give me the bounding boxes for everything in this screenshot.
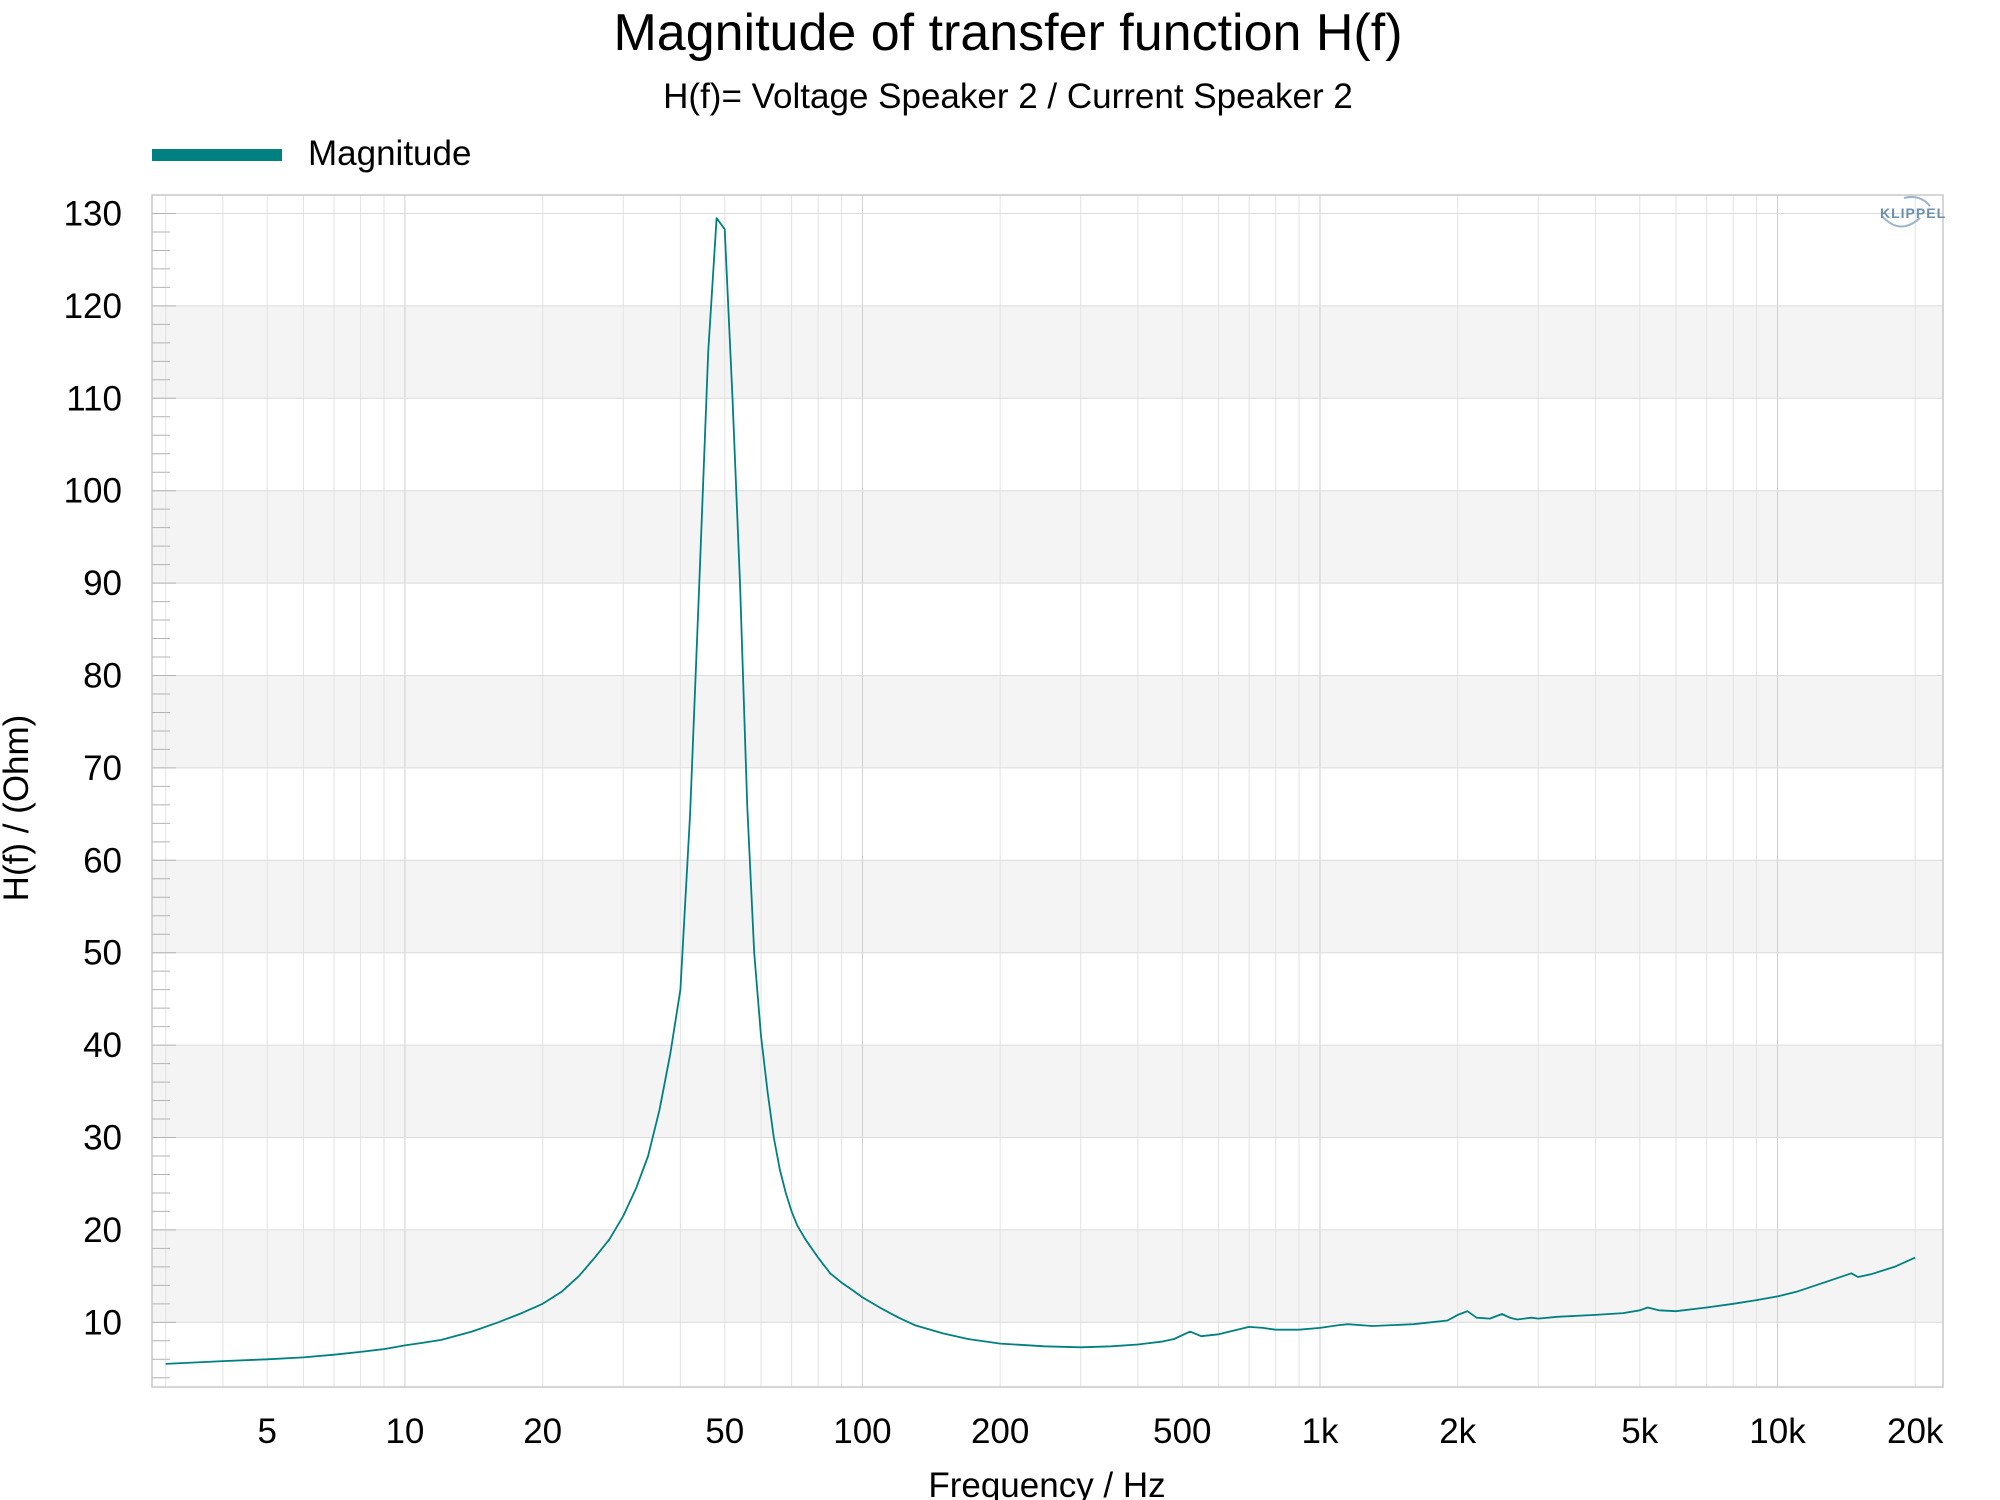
y-tick-label: 130 <box>64 194 122 233</box>
legend: Magnitude <box>152 134 471 173</box>
klippel-logo: KLIPPEL <box>1880 196 1946 228</box>
y-tick-label: 40 <box>83 1026 122 1065</box>
x-tick-label: 5k <box>1621 1412 1658 1451</box>
y-tick-label: 120 <box>64 287 122 326</box>
plot-bands <box>152 305 1943 1323</box>
x-axis-label: Frequency / Hz <box>928 1466 1165 1500</box>
grid-band <box>152 490 1943 584</box>
x-tick-label: 100 <box>833 1412 891 1451</box>
grid-band <box>152 305 1943 399</box>
x-tick-label: 2k <box>1439 1412 1476 1451</box>
y-tick-label: 20 <box>83 1211 122 1250</box>
chart-subtitle: H(f)= Voltage Speaker 2 / Current Speake… <box>663 77 1353 116</box>
y-tick-label: 90 <box>83 564 122 603</box>
series-line-magnitude <box>165 217 1916 1365</box>
grid-band <box>152 860 1943 953</box>
x-tick-label: 50 <box>705 1412 744 1451</box>
legend-swatch <box>152 149 282 161</box>
x-tick-label: 5 <box>257 1412 276 1451</box>
y-tick-label: 10 <box>83 1303 122 1342</box>
y-tick-label: 50 <box>83 934 122 973</box>
plot-frame <box>151 194 1944 1388</box>
x-tick-label: 10k <box>1749 1412 1806 1451</box>
y-tick-label: 80 <box>83 656 122 695</box>
logo-arc-icon <box>1881 215 1921 228</box>
x-tick-label: 20 <box>523 1412 562 1451</box>
y-tick-label: 60 <box>83 841 122 880</box>
y-tick-label: 70 <box>83 749 122 788</box>
legend-label: Magnitude <box>308 134 471 173</box>
x-tick-label: 200 <box>971 1412 1029 1451</box>
chart-title: Magnitude of transfer function H(f) <box>613 4 1402 62</box>
x-tick-label: 500 <box>1153 1412 1211 1451</box>
y-tick-label: 100 <box>64 472 122 511</box>
grid-lines <box>152 195 1943 1387</box>
series-group <box>165 217 1916 1365</box>
x-tick-labels: 5 10 20 50 100 200 500 1k 2k 5k 10k 20k <box>257 1412 1943 1451</box>
grid-band <box>152 1229 1943 1323</box>
y-tick-label: 110 <box>66 379 122 418</box>
grid-band <box>152 1045 1943 1138</box>
y-tick-labels: 10 20 30 40 50 60 70 80 90 100 110 120 130 <box>64 194 122 1342</box>
y-minor-ticks <box>152 212 176 1379</box>
x-tick-label: 10 <box>385 1412 424 1451</box>
grid-band <box>152 675 1943 768</box>
y-axis-label: H(f) / (Ohm) <box>0 715 36 902</box>
logo-arc-icon-2 <box>1903 196 1931 207</box>
x-tick-label: 1k <box>1301 1412 1338 1451</box>
x-tick-label: 20k <box>1887 1412 1944 1451</box>
y-tick-label: 30 <box>83 1119 122 1158</box>
logo-text: KLIPPEL <box>1880 205 1946 221</box>
